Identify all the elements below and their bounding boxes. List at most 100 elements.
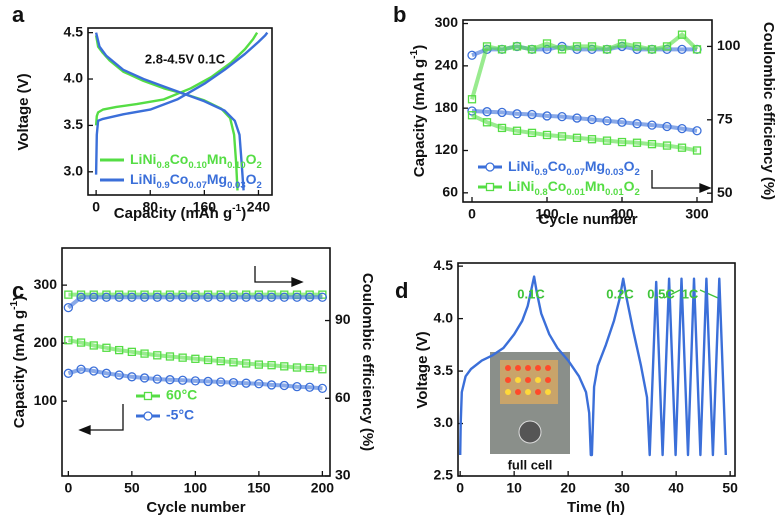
marker — [512, 109, 522, 119]
y2-tick-label: 30 — [335, 467, 351, 483]
marker — [557, 132, 567, 141]
y-tick-label: 3.5 — [434, 362, 454, 378]
legend-label: -5°C — [166, 407, 194, 423]
marker — [216, 377, 226, 387]
y-axis-label: Capacity (mAh g-1) — [409, 45, 428, 177]
marker — [127, 347, 137, 356]
marker — [203, 376, 213, 387]
marker — [143, 411, 153, 421]
marker — [632, 42, 642, 51]
x-tick-label: 200 — [311, 480, 335, 496]
marker — [254, 292, 264, 302]
annotation: 2.8-4.5V 0.1C — [145, 51, 226, 66]
x-tick-label: 0 — [456, 480, 464, 496]
marker — [497, 45, 507, 54]
y2-tick-label: 90 — [335, 311, 351, 327]
marker — [647, 120, 657, 130]
marker — [542, 111, 552, 121]
marker — [115, 345, 124, 355]
marker — [89, 341, 98, 350]
legend-label: 60°C — [166, 387, 197, 403]
marker — [63, 368, 74, 378]
marker — [662, 42, 672, 51]
x-tick-label: 10 — [506, 480, 522, 496]
marker — [267, 361, 276, 370]
annotation: 0.2C — [606, 286, 634, 301]
y-tick-label: 180 — [435, 99, 459, 115]
marker — [242, 359, 251, 368]
x-tick-label: 20 — [560, 480, 576, 496]
series-line — [470, 32, 699, 100]
series-line — [459, 275, 727, 457]
series-line — [67, 367, 323, 391]
panel-label: d — [395, 278, 408, 303]
marker — [527, 109, 537, 120]
marker — [228, 377, 239, 388]
marker — [632, 119, 642, 129]
marker — [587, 114, 597, 125]
x-tick-label: 150 — [247, 480, 271, 496]
marker — [557, 111, 567, 122]
marker — [587, 135, 597, 144]
annotation: 1C — [682, 286, 699, 301]
x-tick-label: 40 — [668, 480, 684, 496]
arrowhead-c-right — [291, 277, 304, 287]
marker — [102, 343, 111, 352]
y-axis-label: Voltage (V) — [15, 73, 32, 150]
marker — [203, 292, 213, 302]
y-tick-label: 120 — [435, 141, 459, 157]
marker — [266, 380, 277, 390]
marker — [178, 375, 188, 385]
marker — [241, 378, 251, 388]
marker — [602, 136, 612, 145]
legend-label: LiNi0.9Co0.07Mg0.03O2 — [508, 158, 640, 178]
marker — [662, 121, 672, 132]
y-tick-label: 4.0 — [434, 309, 454, 325]
marker — [254, 360, 264, 369]
y-tick-label: 300 — [435, 14, 459, 30]
marker — [152, 374, 162, 384]
marker — [178, 353, 187, 362]
y2-tick-label: 50 — [717, 184, 733, 200]
x-tick-label: 50 — [124, 480, 140, 496]
marker — [692, 126, 702, 136]
series-line — [68, 338, 323, 372]
marker — [216, 356, 225, 366]
marker — [692, 45, 702, 54]
marker — [305, 363, 314, 373]
marker — [190, 292, 201, 302]
arrowhead-b — [699, 183, 712, 193]
marker — [572, 42, 582, 51]
photo-leds-yellow — [505, 377, 551, 395]
marker — [229, 358, 238, 367]
plot-frame — [87, 27, 273, 196]
marker — [677, 30, 687, 39]
photo-leds — [505, 365, 551, 395]
x-tick-label: 0 — [92, 199, 100, 215]
marker — [527, 45, 537, 54]
series-line — [471, 109, 698, 133]
marker — [305, 292, 315, 302]
marker — [572, 113, 582, 123]
marker — [63, 302, 74, 313]
legend-label: LiNi0.8Co0.01Mn0.01O2 — [508, 178, 640, 198]
y-axis-label: Voltage (V) — [414, 331, 431, 408]
marker — [216, 292, 226, 302]
marker — [647, 45, 657, 54]
y2-tick-label: 60 — [335, 389, 351, 405]
marker — [482, 118, 492, 127]
marker — [241, 292, 251, 302]
marker — [497, 123, 507, 133]
marker — [617, 39, 627, 48]
marker — [64, 336, 73, 345]
marker — [317, 383, 328, 394]
series-line — [67, 295, 323, 310]
marker — [101, 292, 112, 302]
annotation: 0.5C — [647, 286, 675, 301]
marker — [279, 380, 289, 391]
marker — [542, 39, 552, 48]
marker — [203, 355, 213, 365]
marker — [64, 290, 73, 299]
photo-coin-cell — [518, 420, 542, 444]
